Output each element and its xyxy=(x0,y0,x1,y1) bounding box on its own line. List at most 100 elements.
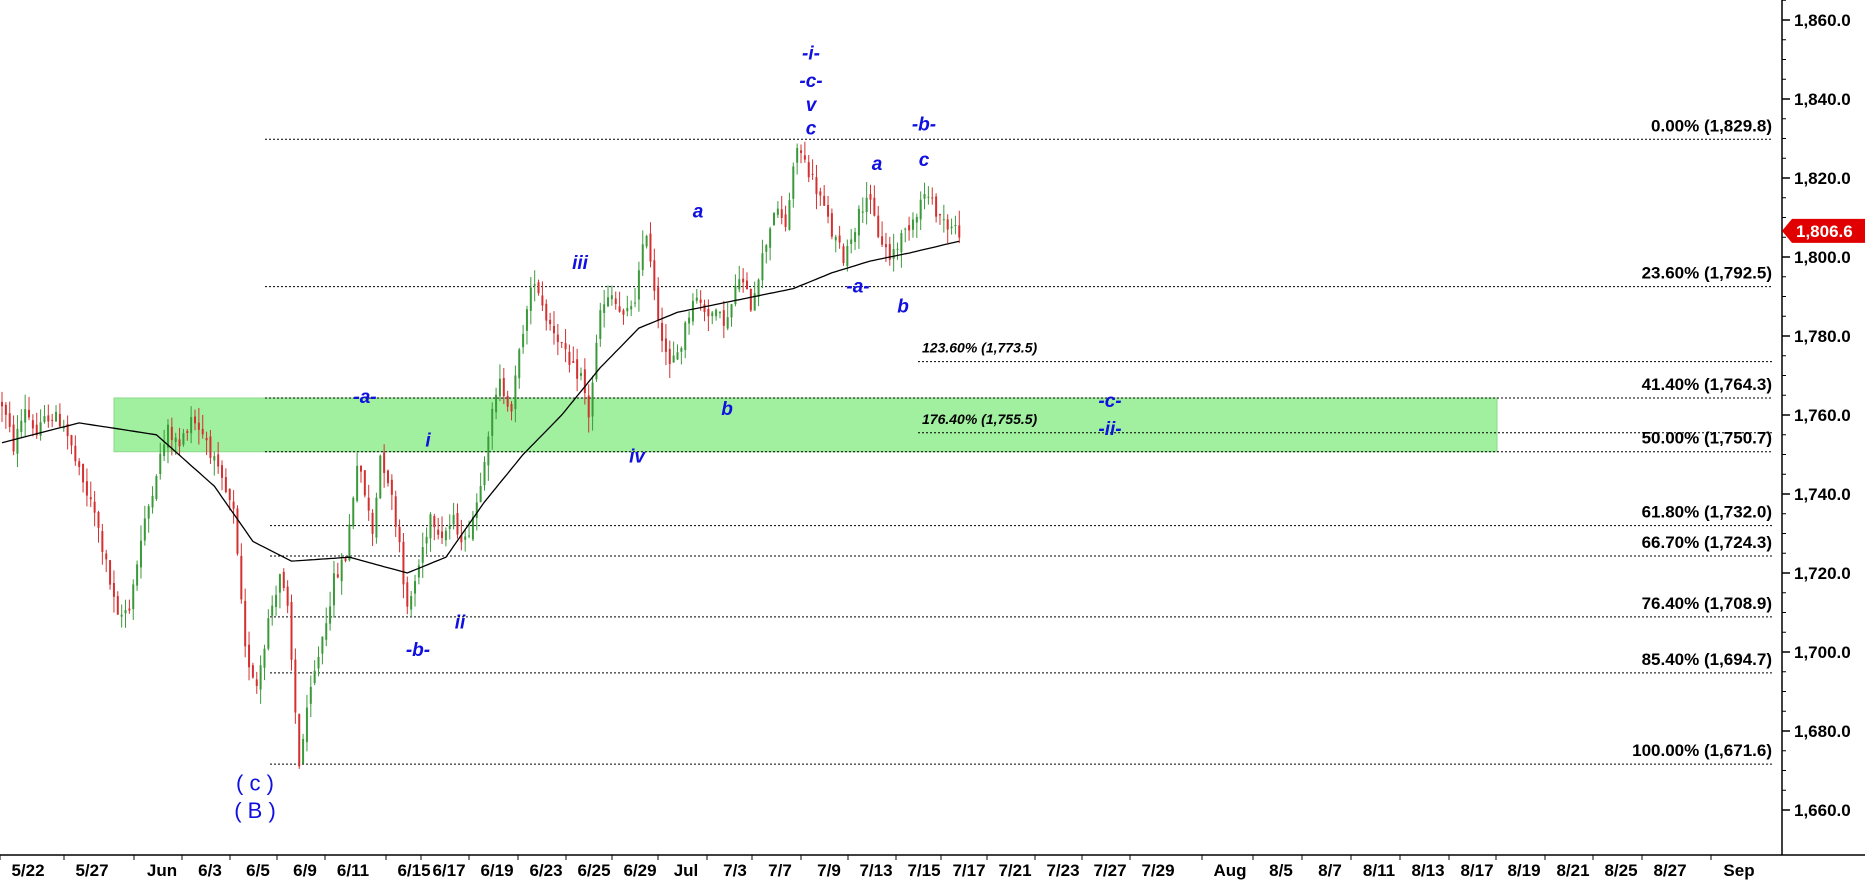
candle-body xyxy=(8,413,11,427)
candle-body xyxy=(942,219,945,221)
candle-body xyxy=(421,547,424,563)
x-tick-label: 6/3 xyxy=(198,861,222,880)
candle-body xyxy=(305,707,308,743)
candle-body xyxy=(16,428,19,454)
x-tick-label: 7/3 xyxy=(723,861,747,880)
candle-body xyxy=(317,656,320,669)
last-price-marker: 1,806.6 xyxy=(1782,218,1865,243)
candle-body xyxy=(525,309,528,331)
candle-body xyxy=(788,200,791,230)
candle-body xyxy=(475,502,478,519)
x-tick-label: 6/29 xyxy=(623,861,656,880)
candle-body xyxy=(657,287,660,321)
candle-body xyxy=(120,614,123,617)
candle-body xyxy=(529,287,532,311)
y-tick-label: 1,700.0 xyxy=(1794,643,1851,662)
candle-body xyxy=(255,679,258,687)
candle-body xyxy=(938,214,941,216)
wave-label: i xyxy=(425,431,431,452)
wave-label: b xyxy=(721,399,733,420)
candle-body xyxy=(545,303,548,321)
x-tick-label: 7/29 xyxy=(1141,861,1174,880)
candle-body xyxy=(55,411,58,422)
wave-label: iv xyxy=(629,446,646,467)
candle-body xyxy=(383,452,386,473)
wave-label: -b- xyxy=(406,640,430,661)
candle-body xyxy=(394,496,397,527)
candle-body xyxy=(684,322,687,350)
candle-body xyxy=(290,602,293,660)
candle-body xyxy=(359,465,362,472)
candle-body xyxy=(815,177,818,195)
candle-body xyxy=(352,497,355,527)
candle-body xyxy=(749,288,752,311)
candle-body xyxy=(155,476,158,500)
candle-body xyxy=(541,295,544,306)
candle-body xyxy=(688,317,691,324)
candle-body xyxy=(892,249,895,259)
wave-label: v xyxy=(806,95,818,116)
y-tick-label: 1,840.0 xyxy=(1794,90,1851,109)
candle-body xyxy=(178,439,181,447)
candle-body xyxy=(20,420,23,432)
x-tick-label: 7/13 xyxy=(859,861,892,880)
x-tick-label: 7/9 xyxy=(817,861,841,880)
fib-level-label: 0.00% (1,829.8) xyxy=(1651,116,1772,135)
wave-label: -i- xyxy=(802,44,820,65)
candle-body xyxy=(441,531,444,539)
candle-body xyxy=(248,644,251,668)
candle-body xyxy=(259,665,262,690)
candle-body xyxy=(471,517,474,540)
candle-body xyxy=(444,530,447,541)
candle-body xyxy=(240,555,243,600)
candle-body xyxy=(82,463,85,483)
candle-body xyxy=(479,486,482,503)
candle-body xyxy=(896,248,899,250)
candle-body xyxy=(70,435,73,446)
x-tick-label: 8/27 xyxy=(1653,861,1686,880)
candle-body xyxy=(294,659,297,713)
candle-body xyxy=(263,648,266,668)
candle-body xyxy=(194,416,196,424)
candle-body xyxy=(703,304,706,312)
candle-body xyxy=(587,395,590,418)
x-tick-label: 7/7 xyxy=(768,861,792,880)
candle-body xyxy=(136,564,139,586)
candle-body xyxy=(603,304,606,314)
y-axis-ticks: 1,660.0 1,680.0 1,700.0 1,720.0 1,740.0 1,760… xyxy=(1782,0,1851,820)
x-tick-label: 8/13 xyxy=(1411,861,1444,880)
candle-body xyxy=(908,225,911,231)
candle-body xyxy=(854,232,857,242)
x-axis-ticks: 5/22 5/27 Jun 6/3 6/5 6/9 6/11 6/15 6/17 6/19 6/23… xyxy=(0,855,1755,880)
extension-level-label: 176.40% (1,755.5) xyxy=(922,411,1038,427)
candle-body xyxy=(745,280,748,290)
candle-body xyxy=(676,352,679,360)
candle-body xyxy=(271,605,274,616)
candle-body xyxy=(251,665,254,678)
candle-body xyxy=(186,431,189,433)
candle-body xyxy=(159,453,162,474)
candle-body xyxy=(309,686,312,704)
wave-label: a xyxy=(693,202,704,223)
candle-body xyxy=(518,349,521,379)
candle-body xyxy=(460,535,463,543)
candle-body xyxy=(792,166,795,199)
x-tick-label: Jul xyxy=(674,861,699,880)
candle-body xyxy=(599,310,602,340)
candle-body xyxy=(336,574,339,578)
x-tick-label: Jun xyxy=(147,861,177,880)
moving-average-line xyxy=(1,240,960,574)
candle-body xyxy=(228,488,231,501)
candle-body xyxy=(28,409,31,418)
candle-body xyxy=(363,470,366,496)
candle-body xyxy=(834,236,837,241)
candle-body xyxy=(498,378,501,397)
candle-body xyxy=(935,196,938,217)
candle-body xyxy=(298,714,301,767)
candle-body xyxy=(695,297,698,301)
candle-body xyxy=(379,455,382,499)
candle-body xyxy=(784,214,787,228)
candle-body xyxy=(205,437,208,441)
candle-body xyxy=(726,317,729,329)
